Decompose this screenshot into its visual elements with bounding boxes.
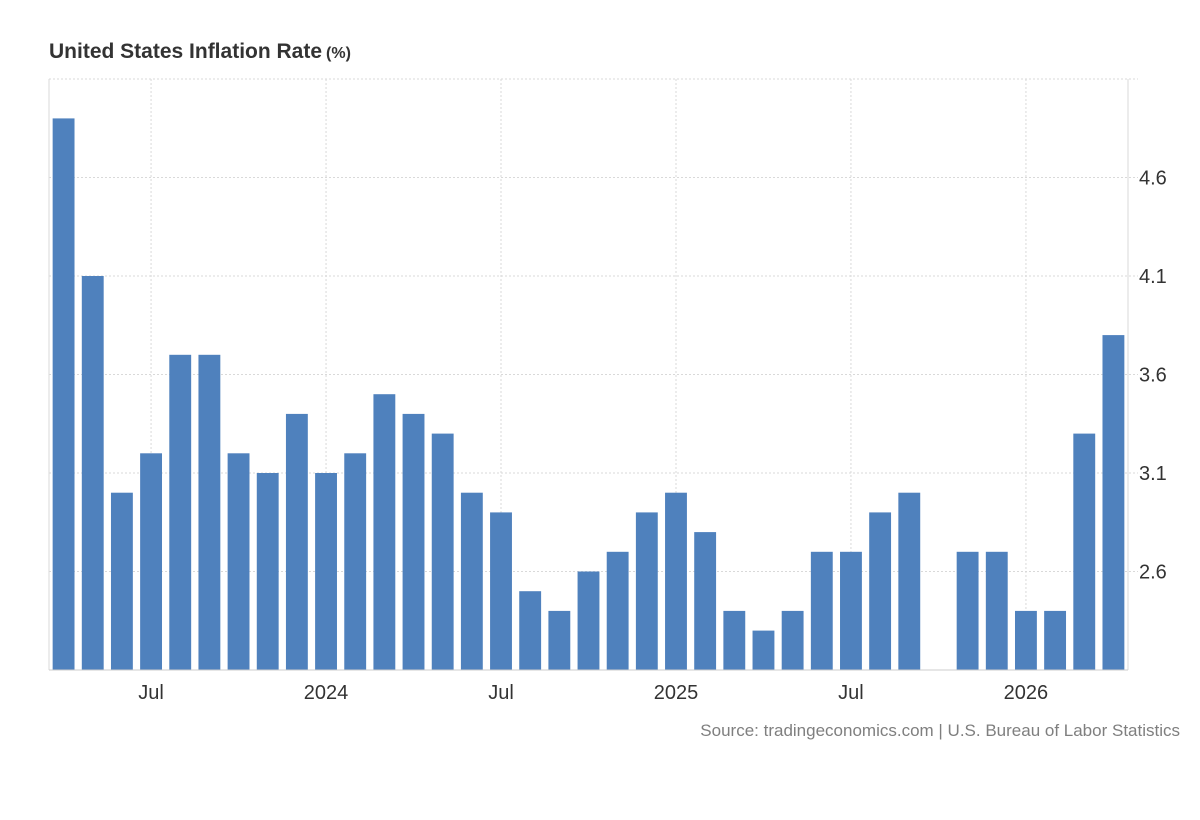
bar[interactable]	[1073, 433, 1096, 670]
chart-title-unit: (%)	[326, 45, 351, 62]
x-tick-label: 2026	[1004, 682, 1049, 704]
x-tick-label: 2025	[654, 682, 699, 704]
bar[interactable]	[1102, 335, 1125, 670]
x-tick-label: Jul	[838, 682, 864, 704]
bar[interactable]	[635, 512, 658, 670]
bar[interactable]	[956, 551, 979, 670]
bar[interactable]	[519, 591, 542, 670]
bar[interactable]	[285, 413, 308, 670]
y-tick-label: 4.6	[1139, 168, 1167, 190]
bar[interactable]	[52, 118, 75, 670]
bar[interactable]	[898, 492, 921, 670]
bar[interactable]	[548, 610, 571, 670]
bar[interactable]	[490, 512, 512, 670]
bar[interactable]	[869, 512, 892, 670]
bar[interactable]	[315, 473, 337, 670]
bar[interactable]	[402, 413, 425, 670]
bar[interactable]	[810, 551, 833, 670]
bar[interactable]	[256, 473, 279, 670]
bar[interactable]	[606, 551, 629, 670]
y-tick-label: 4.1	[1139, 266, 1167, 288]
bar[interactable]	[1014, 610, 1037, 670]
bar[interactable]	[169, 354, 192, 670]
bar[interactable]	[460, 492, 483, 670]
source-note: Source: tradingeconomics.com | U.S. Bure…	[700, 721, 1180, 740]
bar[interactable]	[431, 433, 454, 670]
bar[interactable]	[781, 610, 804, 670]
bar[interactable]	[577, 571, 600, 671]
bar[interactable]	[344, 453, 367, 670]
y-tick-label: 2.6	[1139, 562, 1167, 584]
bars-layer	[52, 118, 1125, 671]
bar[interactable]	[840, 551, 862, 670]
y-tick-label: 3.1	[1139, 463, 1167, 485]
chart-title: United States Inflation Rate (%)	[49, 40, 351, 64]
bar[interactable]	[985, 551, 1008, 670]
bar[interactable]	[198, 354, 221, 670]
x-tick-label: Jul	[488, 682, 514, 704]
bar[interactable]	[752, 630, 775, 670]
bar[interactable]	[227, 453, 250, 670]
bar[interactable]	[140, 453, 163, 670]
bar[interactable]	[110, 492, 133, 670]
bar[interactable]	[373, 394, 396, 670]
axis-layer: 2.6 3.1 3.6 4.1 4.6 Jul 2024 Jul 2025 Jul 2026	[49, 168, 1167, 704]
y-tick-label: 3.6	[1139, 365, 1167, 387]
bar[interactable]	[81, 276, 104, 670]
chart-title-text: United States Inflation Rate	[49, 40, 323, 63]
x-tick-label: Jul	[138, 682, 164, 704]
bar[interactable]	[723, 610, 746, 670]
bar[interactable]	[665, 492, 687, 670]
bar[interactable]	[1044, 610, 1067, 670]
bar[interactable]	[694, 532, 717, 670]
x-tick-label: 2024	[304, 682, 349, 704]
